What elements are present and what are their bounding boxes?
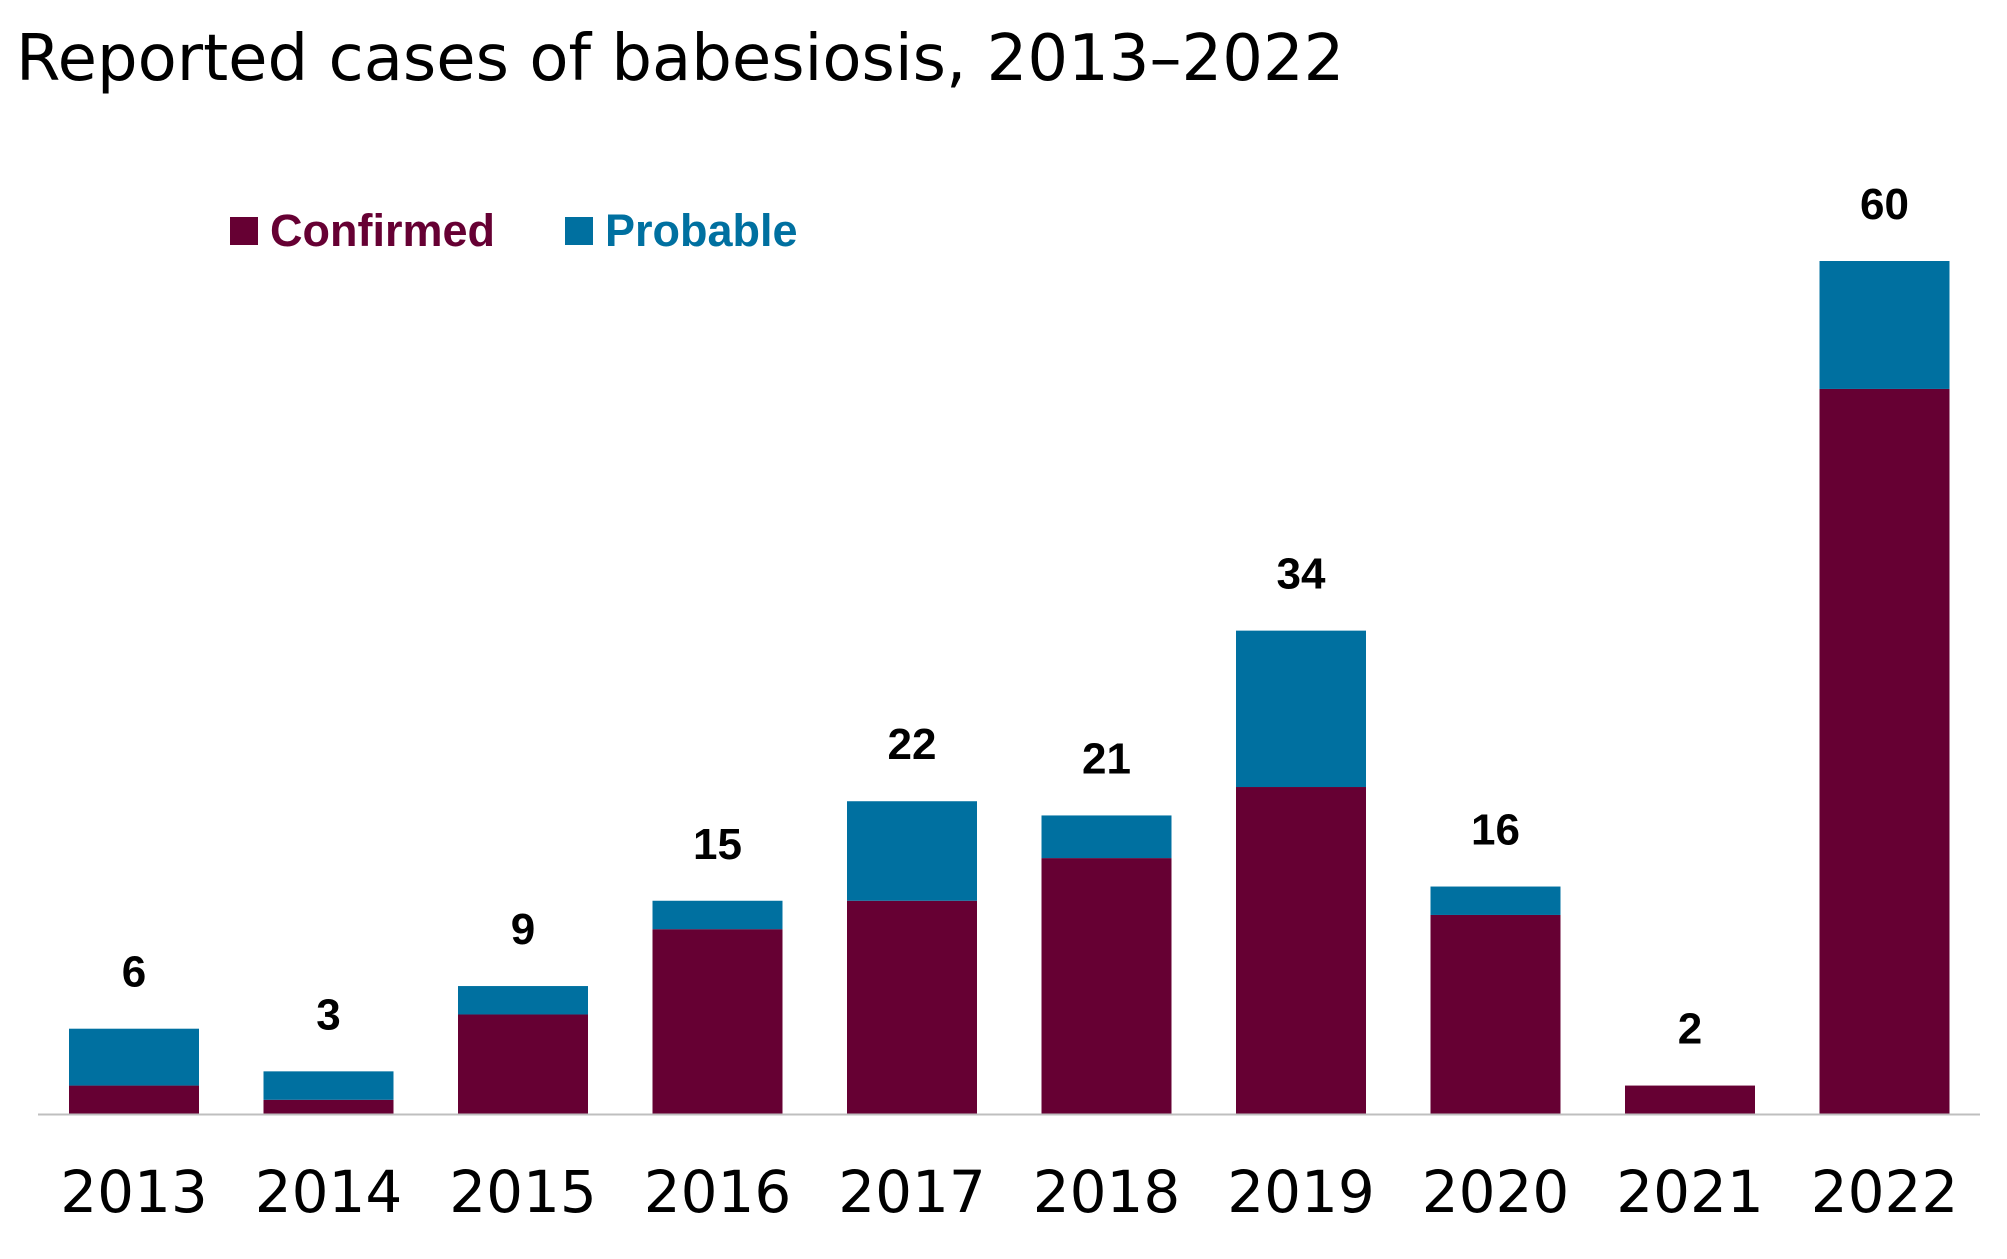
bar-probable-2022 (1819, 261, 1950, 389)
legend: Confirmed Probable (230, 205, 868, 257)
legend-swatch-probable (565, 217, 593, 245)
total-label-2014: 3 (316, 990, 340, 1039)
bar-probable-2014 (263, 1071, 394, 1100)
x-tick-label-2020: 2020 (1422, 1158, 1570, 1226)
total-label-2017: 22 (888, 720, 937, 769)
bar-confirmed-2019 (1236, 787, 1366, 1114)
bar-probable-2019 (1236, 630, 1366, 788)
bar-confirmed-2022 (1819, 388, 1950, 1114)
total-label-2018: 21 (1082, 734, 1131, 783)
bar-confirmed-2017 (847, 900, 977, 1114)
bar-confirmed-2015 (458, 1014, 588, 1114)
x-tick-label-2022: 2022 (1811, 1158, 1959, 1226)
x-tick-label-2019: 2019 (1227, 1158, 1375, 1226)
x-tick-label-2021: 2021 (1616, 1158, 1764, 1226)
x-tick-label-2014: 2014 (255, 1158, 403, 1226)
legend-swatch-confirmed (230, 217, 258, 245)
total-label-2019: 34 (1277, 550, 1326, 599)
legend-label-confirmed: Confirmed (270, 205, 495, 256)
total-label-2016: 15 (693, 820, 742, 869)
total-label-2022: 60 (1860, 180, 1909, 229)
bar-confirmed-2016 (652, 929, 783, 1114)
total-label-2021: 2 (1678, 1005, 1702, 1054)
total-label-2013: 6 (122, 948, 146, 997)
bar-probable-2013 (69, 1028, 199, 1086)
x-tick-label-2016: 2016 (644, 1158, 792, 1226)
x-tick-label-2017: 2017 (838, 1158, 986, 1226)
bar-probable-2016 (652, 900, 783, 930)
bar-confirmed-2018 (1041, 858, 1172, 1114)
bar-probable-2018 (1041, 815, 1172, 859)
bar-confirmed-2020 (1430, 914, 1561, 1114)
x-tick-label-2015: 2015 (449, 1158, 597, 1226)
bar-probable-2020 (1430, 886, 1561, 915)
bar-confirmed-2021 (1625, 1085, 1755, 1114)
bar-confirmed-2013 (69, 1085, 199, 1114)
bar-probable-2017 (847, 801, 977, 901)
chart-title: Reported cases of babesiosis, 2013–2022 (16, 22, 1345, 96)
bar-confirmed-2014 (263, 1099, 394, 1114)
legend-label-probable: Probable (605, 205, 798, 256)
legend-item-probable: Probable (565, 205, 798, 257)
bar-probable-2015 (458, 986, 588, 1015)
x-tick-label-2013: 2013 (60, 1158, 208, 1226)
total-label-2020: 16 (1471, 806, 1520, 855)
x-tick-label-2018: 2018 (1033, 1158, 1181, 1226)
legend-item-confirmed: Confirmed (230, 205, 495, 257)
total-label-2015: 9 (511, 905, 535, 954)
